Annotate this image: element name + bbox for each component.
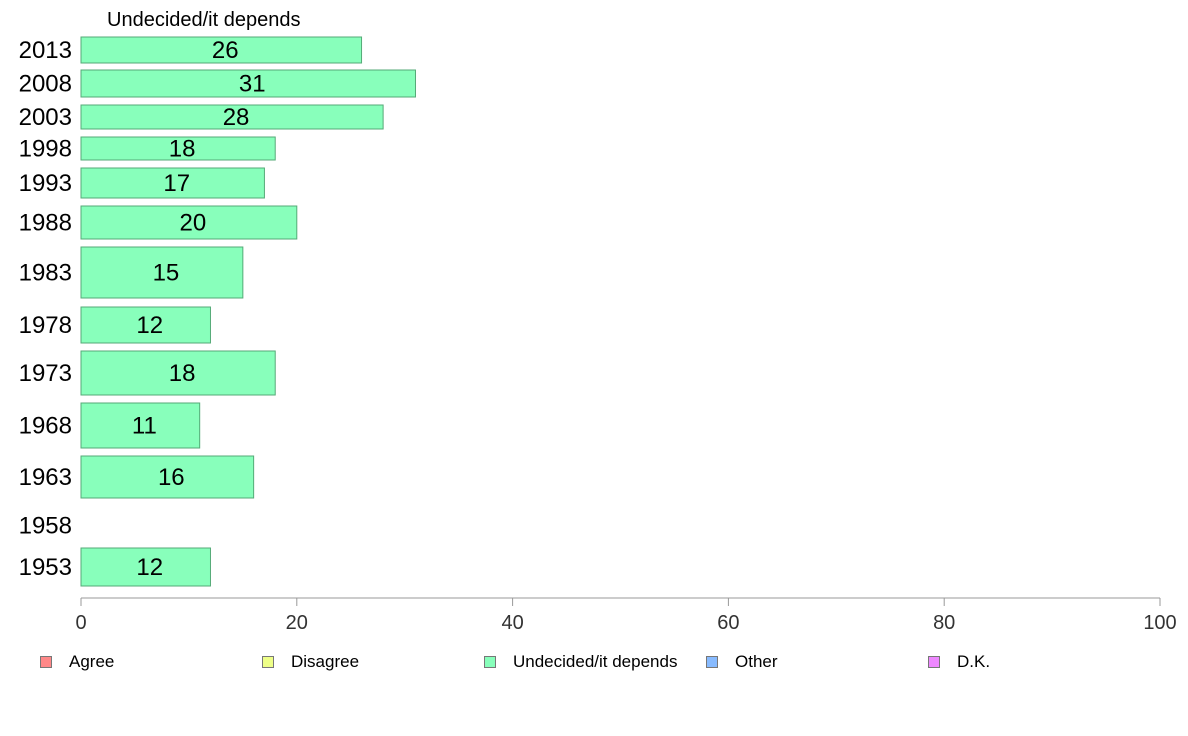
bar-1978[interactable]: [80, 306, 211, 344]
legend-swatch-undecided: [484, 656, 496, 668]
category-label-1998: 1998: [19, 136, 72, 163]
bar-chart: Undecided/it depends 2013 26 2008 31 2003 28 1…: [19, 9, 1177, 634]
category-label-1993: 1993: [19, 170, 72, 197]
legend-swatch-dk: [928, 656, 940, 668]
legend-swatch-disagree: [262, 656, 274, 668]
category-label-1953: 1953: [19, 554, 72, 581]
bar-1968[interactable]: [80, 402, 201, 449]
category-label-2008: 2008: [19, 71, 72, 98]
x-tick-label-40: 40: [501, 612, 523, 634]
x-tick-label-100: 100: [1143, 612, 1176, 634]
bar-2013[interactable]: [80, 36, 363, 64]
legend-label-disagree: Disagree: [291, 652, 360, 671]
category-label-1988: 1988: [19, 210, 72, 237]
bar-1988[interactable]: [80, 205, 298, 240]
legend-label-dk: D.K.: [957, 652, 991, 671]
legend-item-other[interactable]: Other: [706, 648, 778, 676]
category-label-2013: 2013: [19, 37, 72, 64]
data-label-1953: 12: [136, 554, 163, 581]
legend-label-agree: Agree: [69, 652, 115, 671]
legend-item-dk[interactable]: D.K.: [928, 648, 990, 676]
legend-swatch-agree: [40, 656, 52, 668]
data-label-2008: 31: [239, 71, 266, 98]
data-label-1998: 18: [169, 136, 196, 163]
bar-1998[interactable]: [80, 136, 276, 161]
data-label-1973: 18: [169, 360, 196, 387]
legend-label-other: Other: [735, 652, 778, 671]
data-label-1968: 11: [132, 413, 157, 440]
category-label-1973: 1973: [19, 360, 72, 387]
bar-1993[interactable]: [80, 167, 265, 199]
data-label-1978: 12: [136, 312, 163, 339]
data-label-1988: 20: [180, 210, 207, 237]
legend-swatch-other: [706, 656, 718, 668]
bar-1983[interactable]: [80, 246, 244, 299]
data-label-1963: 16: [158, 464, 185, 491]
category-label-1978: 1978: [19, 312, 72, 339]
x-tick-label-20: 20: [286, 612, 308, 634]
legend-item-undecided[interactable]: Undecided/it depends: [484, 648, 677, 676]
category-label-2003: 2003: [19, 104, 72, 131]
data-label-1983: 15: [153, 260, 180, 287]
category-label-1983: 1983: [19, 260, 72, 287]
legend-item-agree[interactable]: Agree: [40, 648, 114, 676]
data-label-2013: 26: [212, 37, 239, 64]
category-label-1963: 1963: [19, 464, 72, 491]
data-label-1993: 17: [163, 170, 190, 197]
bar-2008[interactable]: [80, 69, 416, 98]
bar-1963[interactable]: [80, 455, 255, 499]
chart-title: Undecided/it depends: [107, 9, 300, 31]
legend-label-undecided: Undecided/it depends: [513, 652, 678, 671]
x-tick-label-0: 0: [75, 612, 86, 634]
category-label-1958: 1958: [19, 513, 72, 540]
bar-1953[interactable]: [80, 547, 211, 587]
bar-1973[interactable]: [80, 350, 276, 396]
legend: Agree Disagree Undecided/it depends Othe…: [0, 648, 1188, 676]
x-tick-label-60: 60: [717, 612, 739, 634]
x-tick-label-80: 80: [933, 612, 955, 634]
category-label-1968: 1968: [19, 413, 72, 440]
legend-item-disagree[interactable]: Disagree: [262, 648, 359, 676]
data-label-2003: 28: [223, 104, 250, 131]
bar-2003[interactable]: [80, 104, 384, 130]
